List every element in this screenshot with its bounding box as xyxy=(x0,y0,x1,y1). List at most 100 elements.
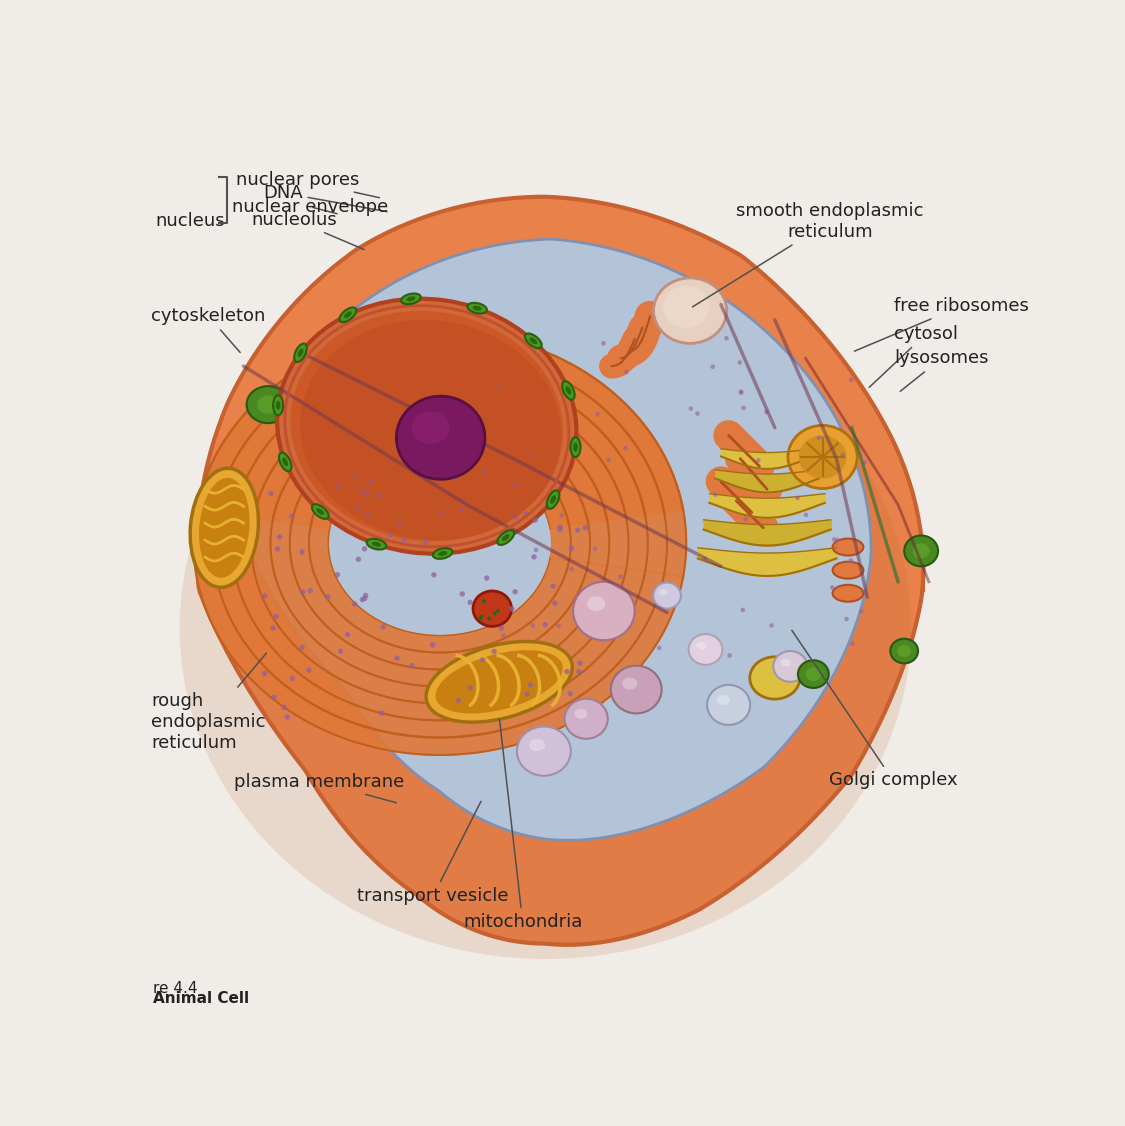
Ellipse shape xyxy=(467,685,472,690)
Ellipse shape xyxy=(717,695,730,705)
Ellipse shape xyxy=(282,457,288,466)
Ellipse shape xyxy=(300,320,561,540)
Ellipse shape xyxy=(831,537,837,542)
Ellipse shape xyxy=(316,508,324,515)
Ellipse shape xyxy=(312,504,328,519)
Ellipse shape xyxy=(281,705,287,711)
Ellipse shape xyxy=(274,546,280,552)
Ellipse shape xyxy=(285,714,290,720)
Ellipse shape xyxy=(472,591,512,626)
Text: mitochondria: mitochondria xyxy=(464,720,583,931)
Ellipse shape xyxy=(803,512,808,517)
Ellipse shape xyxy=(587,597,605,611)
Polygon shape xyxy=(232,366,646,721)
Ellipse shape xyxy=(380,624,386,629)
Ellipse shape xyxy=(340,307,357,322)
Ellipse shape xyxy=(904,536,938,566)
Ellipse shape xyxy=(512,589,518,595)
Ellipse shape xyxy=(423,540,429,545)
Ellipse shape xyxy=(654,582,681,609)
Ellipse shape xyxy=(435,650,562,714)
Ellipse shape xyxy=(334,572,340,578)
Ellipse shape xyxy=(525,333,542,348)
Ellipse shape xyxy=(890,638,918,663)
Ellipse shape xyxy=(773,651,807,682)
Ellipse shape xyxy=(533,547,538,552)
Ellipse shape xyxy=(377,493,382,499)
Ellipse shape xyxy=(379,711,385,716)
Ellipse shape xyxy=(601,341,606,346)
Ellipse shape xyxy=(402,294,421,304)
Ellipse shape xyxy=(493,611,496,615)
Ellipse shape xyxy=(397,520,402,526)
Polygon shape xyxy=(250,239,871,840)
Polygon shape xyxy=(216,349,667,573)
Ellipse shape xyxy=(319,510,325,516)
Ellipse shape xyxy=(832,562,863,579)
Ellipse shape xyxy=(840,453,845,457)
Ellipse shape xyxy=(298,348,304,357)
Ellipse shape xyxy=(402,537,407,543)
Ellipse shape xyxy=(352,601,358,607)
Ellipse shape xyxy=(487,616,492,620)
Ellipse shape xyxy=(565,669,569,674)
Ellipse shape xyxy=(576,669,582,674)
Ellipse shape xyxy=(478,617,483,620)
Ellipse shape xyxy=(501,633,506,637)
Ellipse shape xyxy=(497,530,514,545)
Ellipse shape xyxy=(246,386,290,423)
Ellipse shape xyxy=(362,596,368,601)
Ellipse shape xyxy=(531,452,536,456)
Polygon shape xyxy=(290,417,588,670)
Ellipse shape xyxy=(360,489,366,493)
Ellipse shape xyxy=(362,546,367,552)
Ellipse shape xyxy=(344,312,352,319)
Ellipse shape xyxy=(513,482,518,488)
Ellipse shape xyxy=(740,608,745,613)
Ellipse shape xyxy=(557,525,562,530)
Polygon shape xyxy=(309,434,569,653)
Ellipse shape xyxy=(372,542,381,546)
Ellipse shape xyxy=(262,593,268,599)
Ellipse shape xyxy=(850,642,855,646)
Ellipse shape xyxy=(353,473,359,479)
Ellipse shape xyxy=(708,685,750,725)
Polygon shape xyxy=(234,366,648,571)
Ellipse shape xyxy=(456,698,461,703)
Ellipse shape xyxy=(557,527,562,533)
Ellipse shape xyxy=(575,527,580,533)
Ellipse shape xyxy=(562,381,575,400)
Ellipse shape xyxy=(460,499,466,504)
Polygon shape xyxy=(270,400,608,687)
Ellipse shape xyxy=(479,615,484,618)
Text: rough
endoplasmic
reticulum: rough endoplasmic reticulum xyxy=(151,653,267,752)
Ellipse shape xyxy=(532,518,538,522)
Ellipse shape xyxy=(271,695,277,700)
Polygon shape xyxy=(213,349,664,738)
Ellipse shape xyxy=(467,303,487,313)
Ellipse shape xyxy=(622,678,638,689)
Ellipse shape xyxy=(431,572,436,578)
Polygon shape xyxy=(291,417,590,563)
Ellipse shape xyxy=(530,338,538,345)
Ellipse shape xyxy=(467,600,472,605)
Ellipse shape xyxy=(611,665,661,714)
Ellipse shape xyxy=(550,583,556,589)
Ellipse shape xyxy=(575,708,587,718)
Ellipse shape xyxy=(325,595,331,599)
Polygon shape xyxy=(197,331,686,577)
Ellipse shape xyxy=(577,661,583,665)
Ellipse shape xyxy=(497,385,502,390)
Ellipse shape xyxy=(277,298,576,554)
Ellipse shape xyxy=(542,622,548,627)
Ellipse shape xyxy=(552,600,558,606)
Ellipse shape xyxy=(289,676,295,681)
Ellipse shape xyxy=(306,668,312,672)
Ellipse shape xyxy=(344,632,350,637)
Ellipse shape xyxy=(570,437,580,457)
Ellipse shape xyxy=(354,504,360,510)
Ellipse shape xyxy=(583,525,588,530)
Ellipse shape xyxy=(496,609,500,613)
Polygon shape xyxy=(253,383,629,569)
Ellipse shape xyxy=(387,533,393,538)
